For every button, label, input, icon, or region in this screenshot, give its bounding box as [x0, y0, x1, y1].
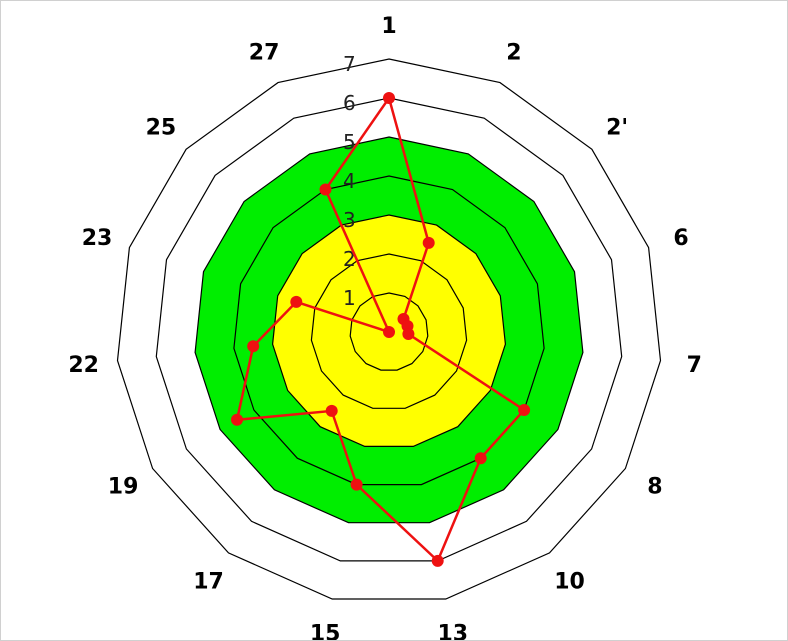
data-point-1	[422, 236, 435, 249]
category-label-3: 6	[673, 226, 688, 251]
data-point-10	[231, 413, 243, 426]
data-point-4	[402, 328, 415, 340]
grid-ring-6	[155, 97, 623, 562]
data-point-7	[431, 554, 444, 567]
data-series	[231, 92, 531, 567]
grid-ring-7	[116, 58, 662, 600]
category-label-8: 15	[310, 621, 341, 640]
grid-ring-1	[349, 292, 429, 371]
data-point-13	[383, 326, 395, 338]
category-label-0: 1	[381, 14, 396, 39]
data-point-6	[474, 452, 487, 465]
category-label-1: 2	[506, 41, 521, 66]
category-label-9: 17	[193, 569, 224, 594]
data-point-5	[518, 404, 531, 416]
tick-label-1: 1	[343, 286, 356, 310]
category-label-14: 27	[249, 41, 280, 66]
category-label-10: 19	[108, 475, 139, 500]
tick-label-6: 6	[343, 91, 356, 115]
category-label-7: 13	[437, 621, 468, 640]
category-label-5: 8	[647, 475, 662, 500]
category-label-11: 22	[68, 353, 99, 378]
category-label-4: 7	[687, 353, 702, 378]
grid-ring-4	[233, 175, 545, 486]
data-point-12	[290, 295, 303, 308]
category-label-6: 10	[554, 569, 585, 594]
category-label-13: 25	[146, 116, 177, 141]
data-point-0	[383, 92, 395, 104]
tick-label-7: 7	[343, 52, 356, 76]
data-point-9	[325, 404, 338, 417]
grid-ring-2	[310, 253, 468, 409]
grid-ring-5	[194, 136, 584, 524]
data-point-14	[319, 183, 332, 196]
tick-label-3: 3	[343, 208, 356, 232]
data-point-8	[350, 478, 363, 491]
category-label-12: 23	[82, 226, 113, 251]
tick-label-5: 5	[343, 130, 356, 154]
tick-label-4: 4	[343, 169, 356, 193]
category-label-2: 2'	[606, 116, 628, 141]
data-point-11	[247, 340, 260, 353]
grid-polygons	[116, 58, 662, 600]
grid-ring-3	[271, 214, 507, 447]
